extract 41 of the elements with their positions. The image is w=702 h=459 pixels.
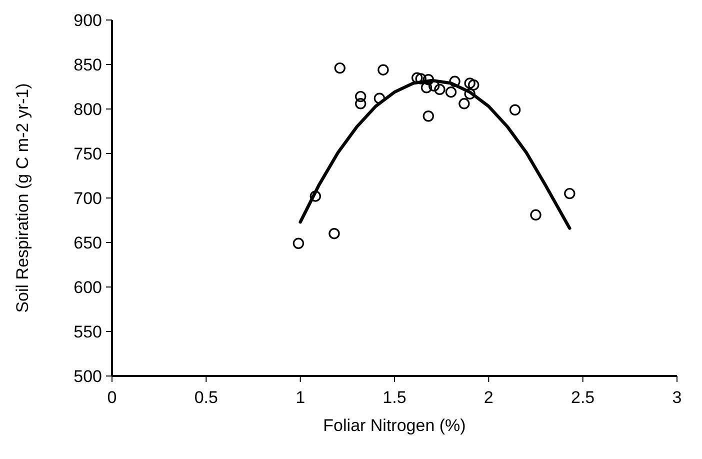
y-axis-title: Soil Respiration (g C m-2 yr-1) xyxy=(13,83,32,313)
point xyxy=(412,72,423,84)
y-tick-label: 750 xyxy=(74,144,102,164)
y-tick-label: 500 xyxy=(74,366,102,386)
point xyxy=(422,74,434,86)
y-tick-label: 800 xyxy=(74,100,102,119)
point xyxy=(292,238,304,249)
point xyxy=(434,84,446,96)
point xyxy=(509,104,521,116)
x-tick-label: 1 xyxy=(296,388,306,407)
point xyxy=(334,62,346,74)
y-tick-label: 600 xyxy=(74,278,102,297)
y-tick-label: 550 xyxy=(74,322,102,342)
point xyxy=(355,98,366,110)
point xyxy=(420,82,432,94)
point xyxy=(310,190,321,202)
y-tick-label: 850 xyxy=(74,55,102,74)
point xyxy=(378,64,389,76)
point xyxy=(449,76,460,88)
x-tick-label: 2 xyxy=(484,388,494,407)
point xyxy=(530,209,542,221)
point xyxy=(445,86,457,98)
point xyxy=(328,228,340,240)
point xyxy=(415,73,426,84)
y-tick-label: 700 xyxy=(74,188,102,208)
point xyxy=(458,98,470,110)
point xyxy=(464,88,476,100)
x-axis-title: Foliar Nitrogen (%) xyxy=(323,416,466,435)
y-tick-label: 900 xyxy=(74,10,102,30)
x-tick-label: 0.5 xyxy=(194,388,218,407)
x-tick-label: 0 xyxy=(107,388,117,407)
point xyxy=(564,188,576,200)
x-tick-label: 2.5 xyxy=(571,388,595,407)
point xyxy=(468,79,480,91)
point xyxy=(422,110,434,122)
y-tick-label: 650 xyxy=(74,233,102,252)
point xyxy=(464,78,476,89)
x-tick-label: 3 xyxy=(672,388,682,407)
point xyxy=(355,90,366,102)
x-tick-label: 1.5 xyxy=(382,388,406,407)
point xyxy=(374,92,386,104)
